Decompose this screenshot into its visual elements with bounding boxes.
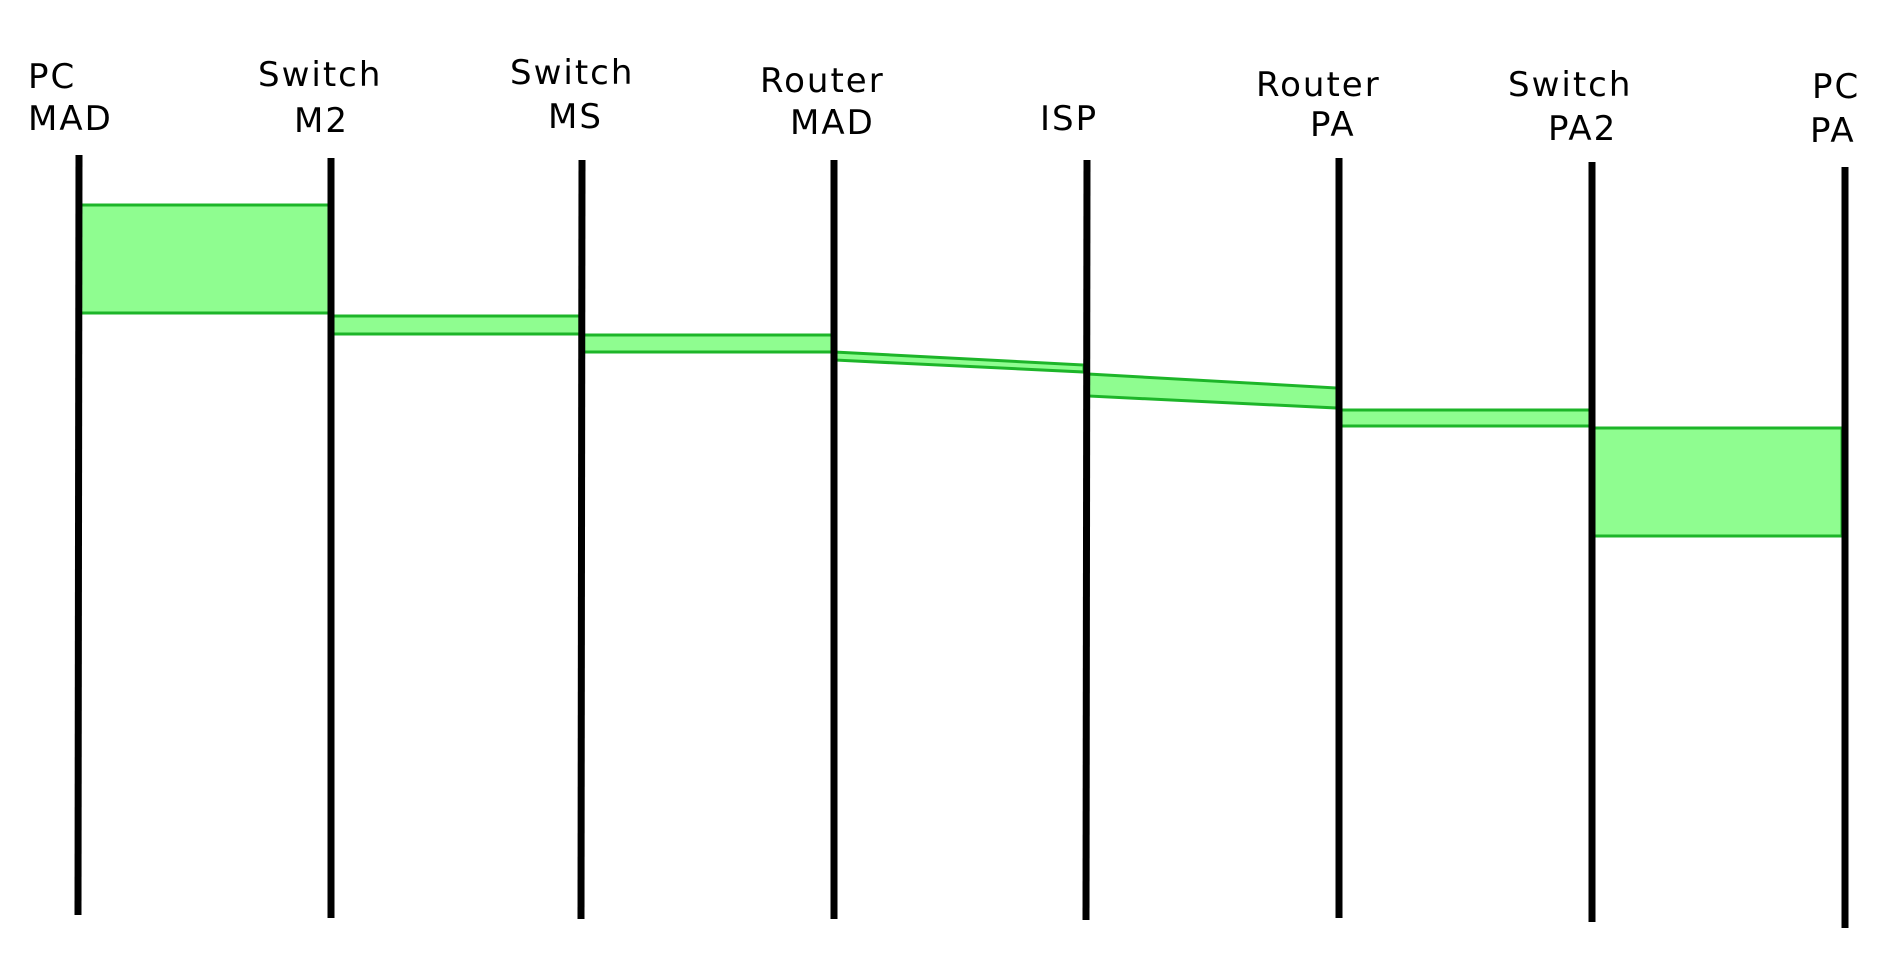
node-label-pc-mad-l2: MAD bbox=[28, 99, 113, 139]
segment-switch-pa2-to-pc-pa bbox=[1591, 426, 1844, 538]
node-label-router-mad-l2: MAD bbox=[790, 103, 875, 143]
node-label-pc-mad-l1: PC bbox=[28, 57, 76, 97]
node-label-pc-pa-l2: PA bbox=[1810, 111, 1856, 151]
node-label-switch-m2-l1: Switch bbox=[258, 55, 382, 95]
node-label-router-mad-l1: Router bbox=[760, 61, 885, 101]
segment-isp-to-router-pa bbox=[1086, 372, 1339, 410]
timeline-pc-mad bbox=[74, 154, 83, 916]
timeline-switch-ms bbox=[577, 159, 586, 920]
node-labels: PC MAD Switch M2 Switch MS Router MAD IS… bbox=[28, 53, 1860, 151]
node-label-router-pa-l1: Router bbox=[1256, 65, 1381, 105]
node-label-switch-m2-l2: M2 bbox=[294, 101, 349, 141]
node-timelines bbox=[74, 154, 1849, 928]
node-label-router-pa-l2: PA bbox=[1310, 105, 1356, 145]
node-label-switch-ms-l1: Switch bbox=[510, 53, 634, 93]
transmission-segments bbox=[78, 203, 1844, 538]
node-label-isp-l1: ISP bbox=[1040, 99, 1098, 139]
node-label-pc-pa-l1: PC bbox=[1812, 67, 1860, 107]
node-label-switch-pa2-l2: PA2 bbox=[1548, 109, 1617, 149]
timeline-isp bbox=[1082, 159, 1091, 921]
segment-switch-ms-to-router-mad bbox=[580, 333, 834, 354]
segment-switch-m2-to-switch-ms bbox=[330, 314, 582, 336]
node-label-switch-pa2-l1: Switch bbox=[1508, 65, 1632, 105]
node-label-switch-ms-l2: MS bbox=[548, 97, 603, 137]
segment-router-mad-to-isp bbox=[832, 350, 1086, 374]
segment-router-pa-to-switch-pa2 bbox=[1338, 408, 1592, 428]
segment-pc-mad-to-switch-m2 bbox=[78, 203, 332, 315]
